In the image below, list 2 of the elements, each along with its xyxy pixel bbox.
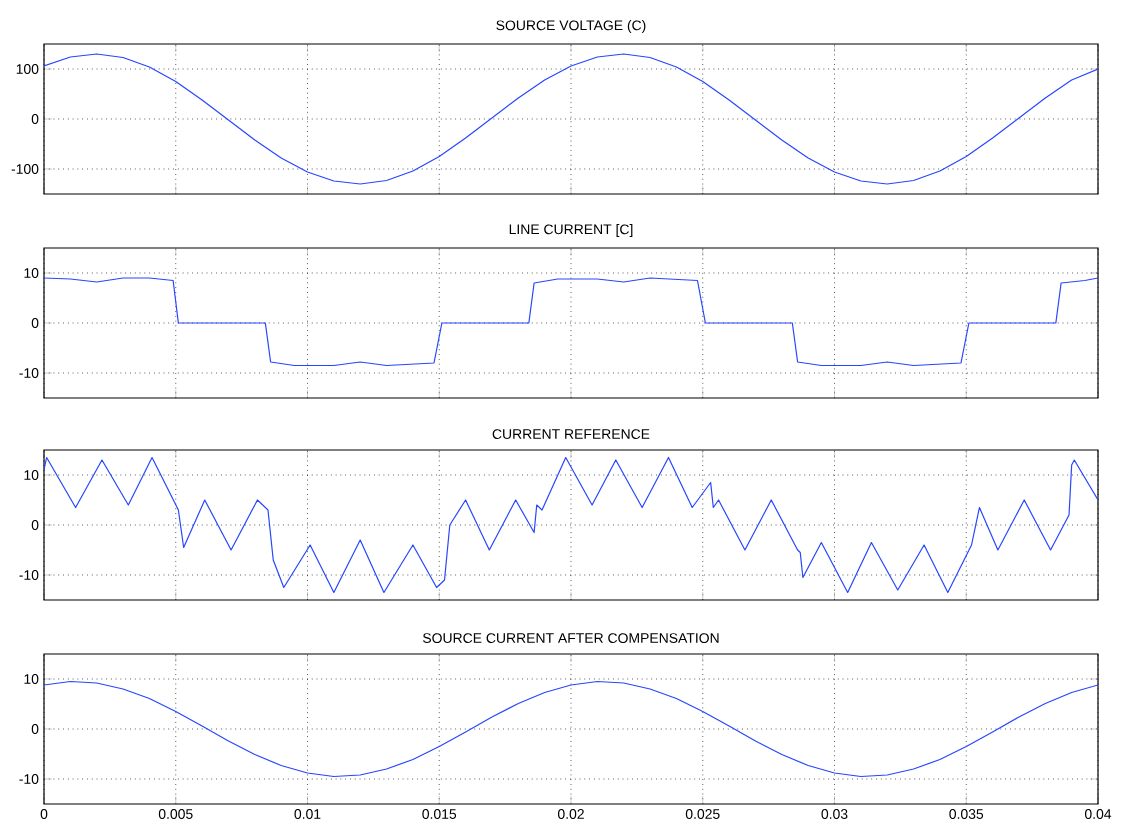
- line-series: [44, 277, 1099, 367]
- line-series: [44, 456, 1099, 594]
